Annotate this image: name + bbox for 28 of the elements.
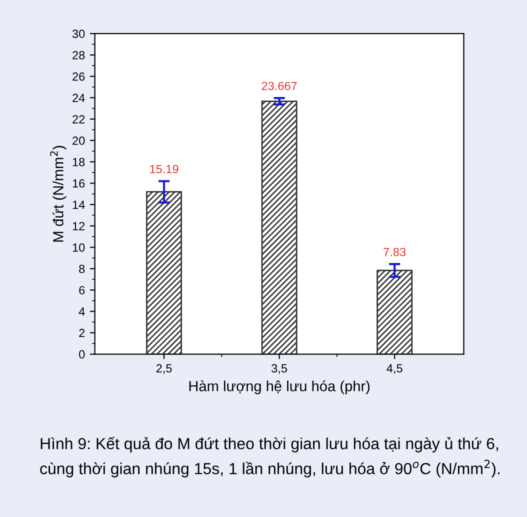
text: Hình 9: Kết quả đo M đứt theo thời gian lưu hóa tại ngày ủ thứ 6, cùng thời gian nhúng 15s, 1 lần nhúng, lưu hóa ở 90$^{o}$C (N/mm$^{2}$). <box>40 436 500 478</box>
y-tick-label: 0 <box>79 350 85 359</box>
x-axis-title: Hàm lượng hệ lưu hóa (phr) <box>189 380 370 394</box>
y-tick-label: 22 <box>72 115 85 124</box>
y-tick-label: 16 <box>72 179 85 188</box>
data-label: 23.667 <box>262 82 297 90</box>
y-tick-label: 14 <box>72 200 85 209</box>
x-tick-label: 3,5 <box>272 364 288 374</box>
y-tick-label: 30 <box>72 30 85 38</box>
y-tick-label: 18 <box>72 158 85 166</box>
data-label: 15.19 <box>150 164 178 174</box>
y-tick-label: 20 <box>72 136 85 145</box>
x-tick-label: 4,5 <box>386 364 402 374</box>
y-tick-label: 28 <box>72 51 85 60</box>
bar <box>261 100 298 354</box>
y-axis-title: M đứt (N/mm$^{2}$) <box>50 146 66 242</box>
y-tick-label: 10 <box>72 243 85 252</box>
bar <box>376 270 413 354</box>
y-tick-label: 6 <box>79 286 85 294</box>
y-tick-label: 24 <box>72 94 85 102</box>
bar <box>146 191 182 354</box>
y-tick-label: 26 <box>72 72 85 81</box>
data-label: 7.83 <box>384 248 406 256</box>
y-tick-label: 2 <box>79 328 85 338</box>
y-tick-label: 8 <box>79 264 85 274</box>
x-tick-label: 2,5 <box>156 364 172 374</box>
y-tick-label: 4 <box>78 308 85 316</box>
y-tick-label: 12 <box>72 222 85 230</box>
